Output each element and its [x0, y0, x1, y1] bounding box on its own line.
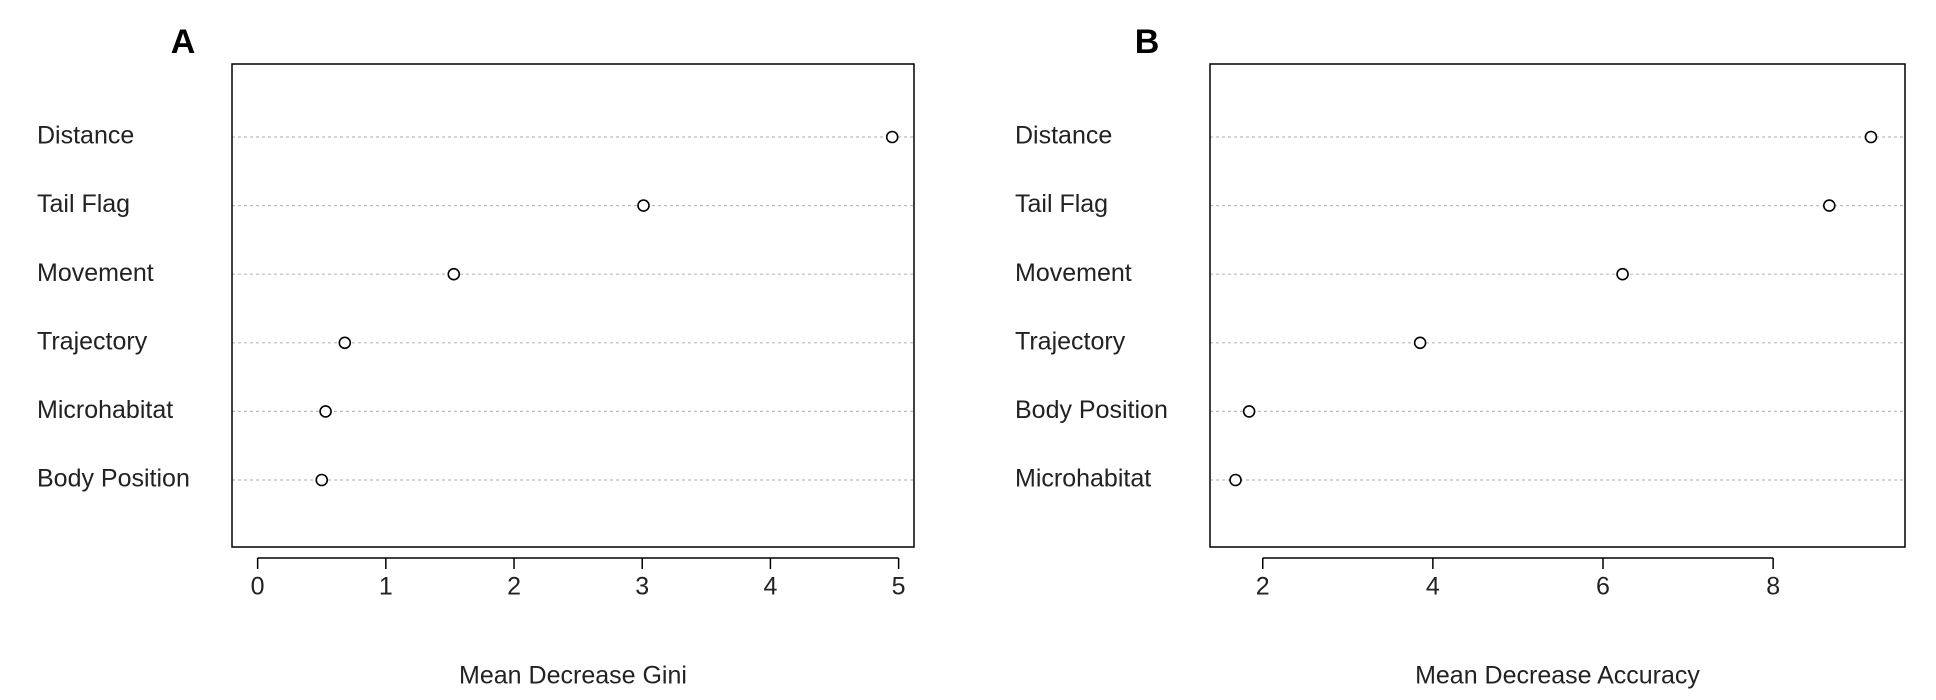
category-label: Distance — [37, 122, 134, 150]
category-label: Tail Flag — [1015, 190, 1108, 218]
x-tick-label: 2 — [507, 573, 521, 601]
dot — [1413, 336, 1427, 350]
category-label: Microhabitat — [1015, 465, 1151, 493]
category-label: Microhabitat — [37, 396, 173, 424]
category-label: Movement — [37, 259, 154, 287]
x-tick-label: 1 — [379, 573, 393, 601]
x-tick-label: 8 — [1766, 573, 1780, 601]
x-tick-label: 0 — [251, 573, 265, 601]
dot — [1822, 199, 1836, 212]
x-tick-label: 5 — [892, 573, 906, 601]
dot — [315, 473, 329, 487]
dot — [1864, 130, 1878, 144]
dot — [447, 267, 461, 281]
x-tick-label: 4 — [1426, 573, 1440, 601]
plot-box — [1209, 63, 1906, 548]
x-tick-label: 3 — [635, 573, 649, 601]
category-label: Body Position — [37, 465, 190, 493]
dot — [319, 405, 332, 418]
category-label: Trajectory — [37, 327, 148, 355]
dot — [637, 199, 650, 212]
panel-label: B — [1135, 23, 1160, 61]
category-label: Trajectory — [1015, 327, 1126, 355]
x-axis-title: Mean Decrease Accuracy — [1415, 662, 1700, 690]
category-label: Distance — [1015, 122, 1112, 150]
category-label: Tail Flag — [37, 190, 130, 218]
x-tick-label: 2 — [1256, 573, 1270, 601]
category-label: Body Position — [1015, 396, 1168, 424]
category-label: Movement — [1015, 259, 1132, 287]
dot — [885, 130, 899, 144]
dot — [1616, 267, 1629, 281]
plot-box — [231, 63, 915, 548]
panel-label: A — [171, 23, 196, 61]
x-tick-label: 6 — [1596, 573, 1610, 601]
dot — [1229, 473, 1242, 487]
x-axis-title: Mean Decrease Gini — [459, 662, 687, 690]
dot — [338, 336, 352, 350]
dot — [1242, 405, 1256, 418]
x-tick-label: 4 — [763, 573, 777, 601]
